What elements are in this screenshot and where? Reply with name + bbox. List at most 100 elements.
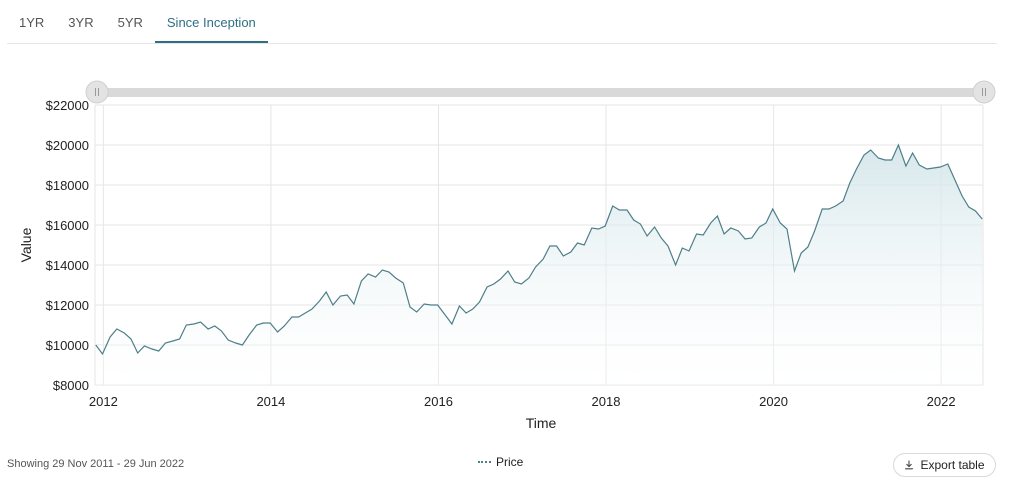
x-tick-label: 2012 bbox=[89, 394, 118, 409]
price-point bbox=[283, 325, 285, 327]
price-point bbox=[765, 222, 767, 224]
price-point bbox=[185, 324, 187, 326]
tab-since-inception[interactable]: Since Inception bbox=[154, 0, 268, 43]
price-point bbox=[220, 330, 222, 332]
price-point bbox=[597, 228, 599, 230]
price-point bbox=[137, 352, 139, 354]
y-tick-label: $18000 bbox=[46, 178, 89, 193]
price-point bbox=[897, 144, 899, 146]
price-point bbox=[758, 226, 760, 228]
price-point bbox=[953, 178, 955, 180]
price-point bbox=[710, 222, 712, 224]
price-point bbox=[109, 336, 111, 338]
price-point bbox=[143, 345, 145, 347]
x-tick-label: 2016 bbox=[424, 394, 453, 409]
y-axis-ticks: $8000 $10000 $12000 $14000 $16000 $18000 $2000… bbox=[46, 98, 89, 393]
export-table-button[interactable]: Export table bbox=[893, 453, 996, 477]
range-navigator bbox=[85, 80, 996, 104]
y-tick-label: $8000 bbox=[53, 378, 89, 393]
price-point bbox=[311, 308, 313, 310]
price-point bbox=[339, 295, 341, 297]
price-point bbox=[786, 228, 788, 230]
price-point bbox=[214, 325, 216, 327]
legend-label: Price bbox=[496, 455, 524, 469]
price-point bbox=[436, 304, 438, 306]
price-point bbox=[360, 280, 362, 282]
price-point bbox=[870, 149, 872, 151]
price-point bbox=[520, 283, 522, 285]
x-tick-label: 2020 bbox=[759, 394, 788, 409]
price-point bbox=[947, 163, 949, 165]
price-point bbox=[95, 344, 97, 346]
price-point bbox=[486, 286, 488, 288]
price-point bbox=[332, 304, 334, 306]
price-point bbox=[367, 273, 369, 275]
price-point bbox=[660, 237, 662, 239]
price-point bbox=[779, 222, 781, 224]
price-point bbox=[828, 208, 830, 210]
x-tick-label: 2018 bbox=[592, 394, 621, 409]
price-point bbox=[409, 306, 411, 308]
price-point bbox=[772, 208, 774, 210]
price-point bbox=[374, 276, 376, 278]
price-point bbox=[863, 154, 865, 156]
y-tick-label: $22000 bbox=[46, 98, 89, 113]
tab-5yr[interactable]: 5YR bbox=[117, 15, 143, 30]
price-point bbox=[269, 322, 271, 324]
price-point bbox=[388, 271, 390, 273]
price-point bbox=[688, 250, 690, 252]
navigator-right-handle[interactable] bbox=[972, 80, 996, 104]
price-point bbox=[932, 167, 934, 169]
price-point bbox=[499, 278, 501, 280]
price-point bbox=[304, 312, 306, 314]
price-point bbox=[751, 237, 753, 239]
price-point bbox=[681, 247, 683, 249]
price-point bbox=[123, 332, 125, 334]
price-point bbox=[262, 322, 264, 324]
price-point bbox=[633, 219, 635, 221]
export-table-label: Export table bbox=[920, 458, 985, 472]
y-tick-label: $20000 bbox=[46, 138, 89, 153]
tab-1yr[interactable]: 1YR bbox=[19, 15, 45, 30]
price-point bbox=[737, 230, 739, 232]
price-point bbox=[807, 246, 809, 248]
price-point bbox=[877, 157, 879, 159]
price-point bbox=[256, 324, 258, 326]
y-tick-label: $12000 bbox=[46, 298, 89, 313]
price-point bbox=[911, 152, 913, 154]
price-point bbox=[172, 340, 174, 342]
price-point bbox=[248, 334, 250, 336]
tab-3yr[interactable]: 3YR bbox=[68, 15, 94, 30]
price-point bbox=[151, 348, 153, 350]
price-point bbox=[101, 353, 103, 355]
price-point bbox=[884, 159, 886, 161]
price-line bbox=[95, 143, 983, 356]
price-point bbox=[583, 244, 585, 246]
x-tick-label: 2014 bbox=[256, 394, 285, 409]
price-point bbox=[534, 266, 536, 268]
price-point bbox=[318, 300, 320, 302]
price-point bbox=[353, 303, 355, 305]
y-axis-label: Value bbox=[18, 227, 34, 262]
price-point bbox=[346, 294, 348, 296]
price-point bbox=[918, 164, 920, 166]
navigator-left-handle[interactable] bbox=[85, 80, 109, 104]
price-point bbox=[576, 242, 578, 244]
navigator-track[interactable] bbox=[96, 88, 984, 97]
price-point bbox=[834, 205, 836, 207]
price-point bbox=[297, 316, 299, 318]
legend-line-icon bbox=[478, 461, 491, 463]
price-point bbox=[235, 342, 237, 344]
price-point bbox=[507, 270, 509, 272]
x-axis-ticks: 2012 2014 2016 2018 2020 2022 bbox=[89, 394, 956, 409]
price-area bbox=[95, 145, 983, 385]
legend[interactable]: Price bbox=[478, 455, 523, 469]
download-icon bbox=[905, 460, 914, 470]
price-point bbox=[891, 159, 893, 161]
price-point bbox=[542, 258, 544, 260]
price-point bbox=[416, 311, 418, 313]
price-point bbox=[164, 342, 166, 344]
price-point bbox=[458, 305, 460, 307]
price-point bbox=[604, 225, 606, 227]
price-point bbox=[821, 208, 823, 210]
